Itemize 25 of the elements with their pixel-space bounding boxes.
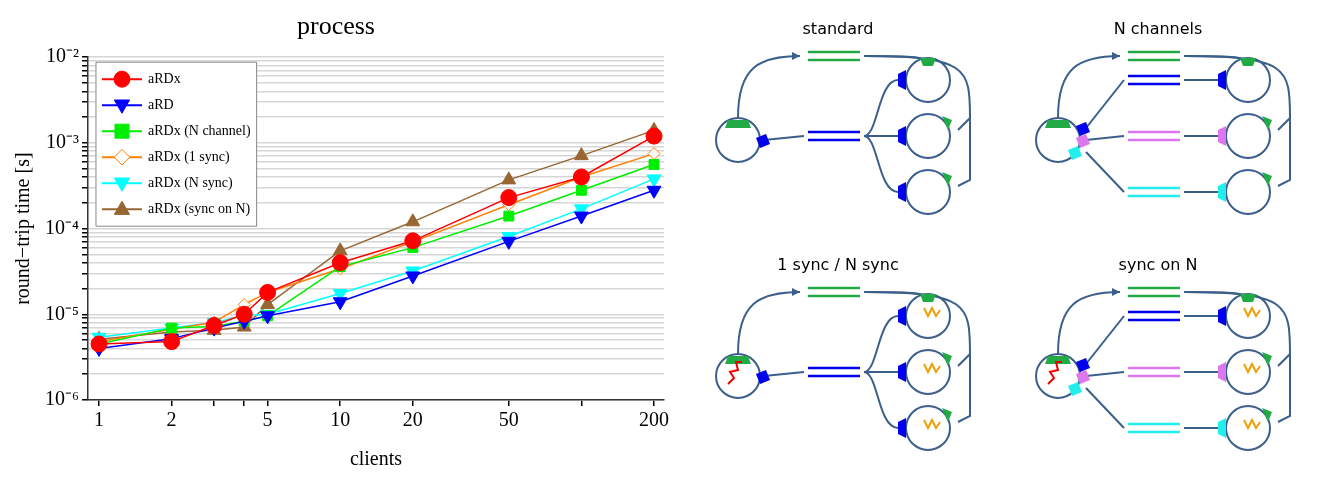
chart-title: process [297,11,375,41]
y-tick-label: 10⁻³ [45,130,79,153]
text: N channels [1113,19,1203,38]
text: sync on N [1118,255,1198,274]
y-axis-title: round−trip time [s] [11,152,35,305]
y-tick-label: 10⁻⁴ [44,215,79,238]
y-tick-label: 10⁻⁵ [44,301,79,324]
y-tick-label: 10⁻⁶ [44,387,79,410]
x-tick-label: 10 [330,408,351,431]
x-tick-label: 5 [262,408,273,431]
legend-label: aRDx (1 sync) [147,148,230,165]
y-tick-label: 10⁻² [45,44,79,67]
x-tick-label: 20 [402,408,423,431]
legend-label: aRDx [147,70,181,86]
x-tick-label: 1 [94,408,105,431]
legend-label: aRDx (sync on N) [147,200,251,217]
text: standard [802,19,874,38]
legend-label: aRD [147,96,174,112]
x-tick-label: 200 [639,408,670,431]
legend-label: aRDx (N sync) [147,174,234,191]
x-axis-title: clients [349,447,403,470]
text: 1 sync / N sync [777,255,899,274]
x-tick-label: 2 [166,408,177,431]
x-tick-label: 50 [498,408,519,431]
legend-label: aRDx (N channel) [147,122,251,139]
